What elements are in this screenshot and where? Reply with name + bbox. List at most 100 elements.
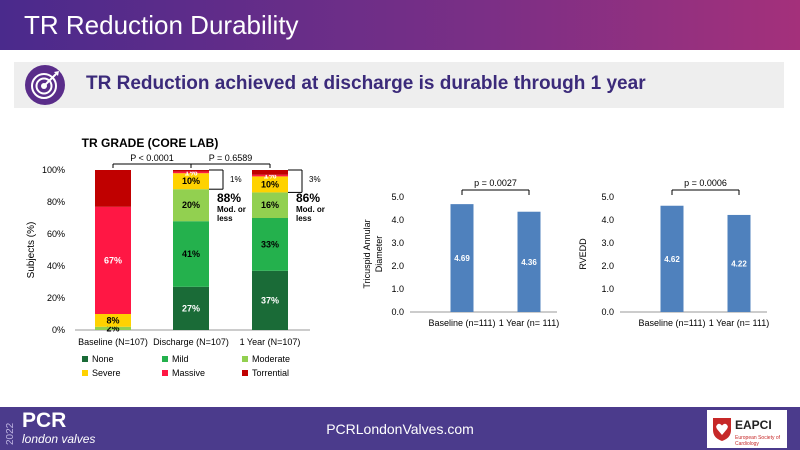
website-link[interactable]: PCRLondonValves.com: [326, 421, 474, 437]
x-tick-label: 1 Year (n= 111): [499, 318, 559, 328]
bar-segment-moderate: [95, 326, 131, 330]
y-tick-label: 5.0: [391, 192, 404, 202]
y-tick-label: 80%: [47, 197, 65, 207]
annotation-percent: 88%: [217, 191, 241, 205]
bar-segment-moderate: [173, 189, 209, 222]
legend-label: Torrential: [252, 368, 289, 378]
y-tick-label: 20%: [47, 293, 65, 303]
y-axis-label: RVEDD: [578, 238, 588, 270]
bar-segment-moderate: [252, 192, 288, 218]
data-label: 33%: [261, 239, 279, 249]
annotation-text: less: [296, 214, 312, 223]
legend-swatch: [82, 356, 88, 362]
data-label: 1%: [263, 171, 276, 181]
x-tick-label: 1 Year (n= 111): [709, 318, 769, 328]
p-value-label: p = 0.0027: [474, 178, 517, 188]
y-tick-label: 1.0: [391, 284, 404, 294]
p-value-label: P < 0.0001: [130, 153, 174, 163]
data-label: 4.22: [731, 259, 747, 268]
data-label: 67%: [104, 255, 122, 265]
y-tick-label: 60%: [47, 229, 65, 239]
footer-bar: 2022 PCR london valves PCRLondonValves.c…: [0, 407, 800, 450]
data-label: 27%: [182, 303, 200, 313]
y-tick-label: 100%: [42, 165, 65, 175]
bar-segment-torrential: [95, 170, 131, 207]
x-tick-label: 1 Year (N=107): [240, 337, 301, 347]
data-label: 41%: [182, 249, 200, 259]
y-tick-label: 0%: [52, 325, 65, 335]
bar-segment-severe: [95, 314, 131, 327]
bar-segment-torrential: [252, 170, 288, 175]
pcr-logo-subtitle: london valves: [22, 432, 96, 446]
legend-swatch: [242, 370, 248, 376]
p-value-label: P = 0.6589: [209, 153, 253, 163]
legend-label: None: [92, 354, 114, 364]
legend-swatch: [82, 370, 88, 376]
x-tick-label: Baseline (N=107): [78, 337, 148, 347]
bar-segment-massive: [95, 206, 131, 314]
tr-grade-chart: TR GRADE (CORE LAB) Subjects (%) 0% 20% 40% 6…: [26, 136, 325, 378]
bar: [660, 205, 684, 312]
data-label: 2%: [106, 323, 119, 333]
svg-text:2022: 2022: [5, 422, 16, 445]
y-tick-label: 2.0: [391, 261, 404, 271]
title-bar: TR Reduction Durability: [0, 0, 800, 50]
y-tick-label: 1.0: [601, 284, 614, 294]
bar-segment-torrential: [173, 170, 209, 172]
legend-label: Massive: [172, 368, 205, 378]
y-tick-label: 3.0: [601, 238, 614, 248]
x-tick-label: Baseline (n=111): [429, 318, 496, 328]
bar: [517, 211, 541, 312]
bar: [450, 204, 474, 312]
chart-title: TR GRADE (CORE LAB): [82, 136, 219, 150]
bar-segment-massive: [252, 174, 288, 177]
eapci-logo: EAPCI European Society of Cardiology: [707, 410, 787, 448]
bar-segment-mild: [173, 221, 209, 287]
bar-segment-none: [173, 286, 209, 330]
data-label: 4.69: [454, 254, 470, 263]
y-tick-label: 4.0: [391, 215, 404, 225]
y-axis-label: Tricuspid Annular: [362, 219, 372, 288]
bar-segment-mild: [252, 218, 288, 271]
data-label: 10%: [182, 176, 200, 186]
data-label: 10%: [261, 179, 279, 189]
bar-segment-none: [252, 270, 288, 330]
legend-label: Mild: [172, 354, 189, 364]
y-tick-label: 40%: [47, 261, 65, 271]
x-tick-label: Baseline (n=111): [639, 318, 706, 328]
year-label: 2022: [5, 422, 16, 445]
legend-swatch: [242, 356, 248, 362]
annotation-text: less: [217, 214, 233, 223]
subtitle-text: TR Reduction achieved at discharge is du…: [86, 73, 646, 94]
y-axis-label: Subjects (%): [26, 222, 37, 279]
eapci-name: EAPCI: [735, 418, 772, 432]
y-tick-label: 2.0: [601, 261, 614, 271]
annotation-percent: 86%: [296, 191, 320, 205]
p-value-label: p = 0.0006: [684, 178, 727, 188]
x-tick-label: Discharge (N=107): [153, 337, 229, 347]
y-tick-label: 3.0: [391, 238, 404, 248]
y-tick-label: 5.0: [601, 192, 614, 202]
data-label: 16%: [261, 200, 279, 210]
bar-segment-massive: [173, 171, 209, 174]
y-tick-label: 0.0: [391, 307, 404, 317]
slide-title: TR Reduction Durability: [24, 10, 299, 40]
legend-label: Severe: [92, 368, 121, 378]
annotation-text: Mod. or: [217, 205, 246, 214]
annotation-text: Mod. or: [296, 205, 325, 214]
data-label: 4.62: [664, 255, 680, 264]
rvedd-chart: RVEDD 0.0 1.0 2.0 3.0 4.0 5.0 4.62 Baseline (n=1…: [578, 178, 769, 328]
y-tick-label: 4.0: [601, 215, 614, 225]
bar: [727, 214, 751, 312]
legend-label: Moderate: [252, 354, 290, 364]
legend-swatch: [162, 356, 168, 362]
target-icon: [25, 65, 65, 105]
data-label: 37%: [261, 295, 279, 305]
annotation-small-label: 3%: [309, 175, 321, 184]
bar-segment-severe: [252, 176, 288, 193]
eapci-subtitle: European Society of Cardiology: [735, 435, 781, 447]
data-label: 4.36: [521, 258, 537, 267]
subtitle-bar: TR Reduction achieved at discharge is du…: [14, 62, 784, 108]
heart-shield-icon: [713, 418, 731, 441]
data-label: 1%: [184, 167, 197, 177]
